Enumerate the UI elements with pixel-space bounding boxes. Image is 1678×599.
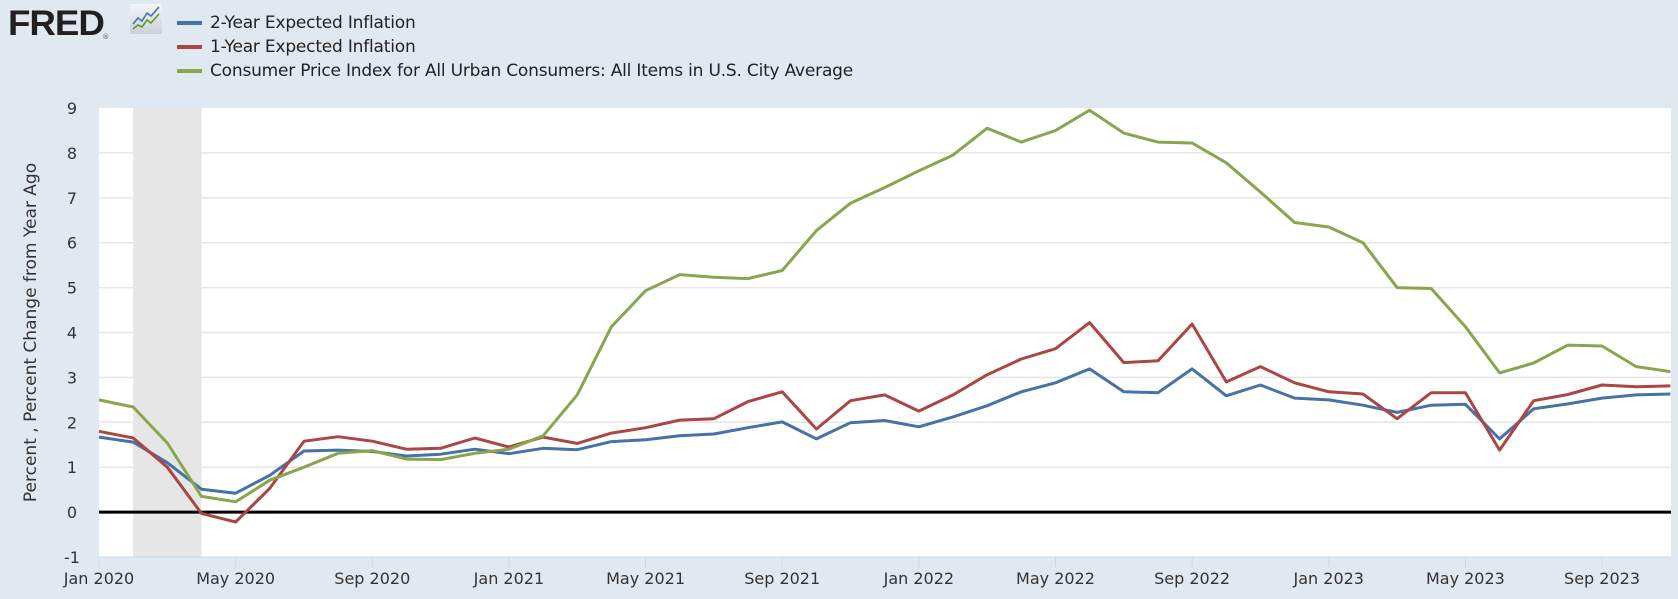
y-tick-label: 4: [67, 324, 77, 343]
x-tick-label: May 2022: [1016, 569, 1095, 588]
fred-logo[interactable]: FRED ®: [8, 6, 109, 42]
y-axis-title: Percent , Percent Change from Year Ago: [21, 163, 41, 502]
x-tick-label: Sep 2023: [1564, 569, 1640, 588]
y-tick-label: 7: [67, 189, 77, 208]
legend-item-cpi[interactable]: Consumer Price Index for All Urban Consu…: [177, 59, 853, 83]
chart-header: FRED ® 2-Year Expected Inflation 1-Year …: [0, 0, 1678, 90]
legend-label-2yr: 2-Year Expected Inflation: [210, 13, 416, 33]
y-tick-label: 5: [67, 279, 77, 298]
x-tick-label: Jan 2021: [473, 569, 544, 588]
legend-label-cpi: Consumer Price Index for All Urban Consu…: [210, 61, 854, 81]
legend-swatch-2yr: [177, 21, 202, 25]
y-tick-label: 0: [67, 503, 77, 522]
x-tick-label: May 2023: [1426, 569, 1505, 588]
legend-swatch-cpi: [177, 69, 202, 73]
y-tick-label: 8: [67, 144, 77, 163]
y-tick-label: 3: [67, 368, 77, 387]
x-tick-label: May 2020: [196, 569, 275, 588]
series-lines: [98, 108, 1671, 524]
x-tick-label: Jan 2023: [1293, 569, 1364, 588]
x-tick-label: Jan 2022: [883, 569, 954, 588]
legend-swatch-1yr: [177, 45, 202, 49]
y-tick-label: 1: [67, 458, 77, 477]
y-tick-label: 6: [67, 234, 77, 253]
y-axis-ticks: -1 0 1 2 3 4 5 6 7 8 9: [64, 99, 80, 567]
fred-logo-text: FRED: [8, 4, 105, 43]
x-tick-label: Jan 2020: [63, 569, 134, 588]
line-chart-icon: [130, 4, 162, 34]
gridlines: [99, 152, 1671, 558]
legend-item-1yr[interactable]: 1-Year Expected Inflation: [177, 35, 853, 59]
legend: 2-Year Expected Inflation 1-Year Expecte…: [177, 11, 853, 83]
x-tick-label: Sep 2021: [744, 569, 820, 588]
registered-mark: ®: [102, 33, 110, 41]
x-tick-label: May 2021: [606, 569, 685, 588]
series-line-1yr: [98, 321, 1671, 524]
x-tick-label: Sep 2020: [334, 569, 410, 588]
y-tick-label: -1: [64, 548, 80, 567]
series-line-cpi: [98, 108, 1671, 504]
legend-label-1yr: 1-Year Expected Inflation: [210, 37, 416, 57]
legend-item-2yr[interactable]: 2-Year Expected Inflation: [177, 11, 853, 35]
x-tick-label: Sep 2022: [1154, 569, 1230, 588]
x-axis-ticks: Jan 2020 May 2020 Sep 2020 Jan 2021 May 2021…: [63, 557, 1640, 588]
y-tick-label: 9: [67, 99, 77, 118]
y-tick-label: 2: [67, 413, 77, 432]
